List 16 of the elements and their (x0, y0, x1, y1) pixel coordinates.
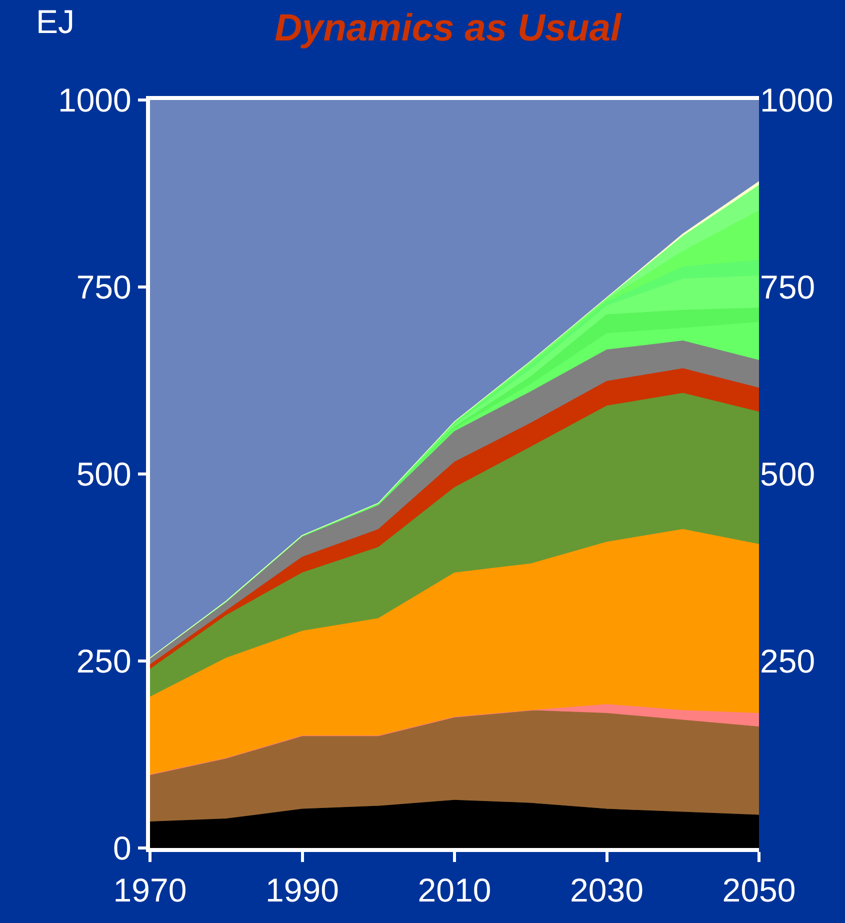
y-tick-label: 500 (76, 456, 132, 493)
x-tick-label: 2050 (722, 872, 796, 909)
y2-tick-label: 750 (760, 268, 816, 306)
y2-tick-label: 250 (760, 642, 816, 680)
x-tick-label: 1990 (266, 872, 339, 909)
y-tick-label: 750 (76, 268, 132, 306)
y-tick-label: 250 (76, 642, 132, 680)
x-tick-label: 2030 (570, 872, 644, 909)
y-tick-label: 0 (113, 830, 132, 867)
y2-tick-label: 500 (760, 456, 816, 493)
chart-title: Dynamics as Usual (274, 7, 622, 50)
y-axis-title: EJ (36, 3, 75, 40)
y2-tick-label: 1000 (760, 82, 834, 119)
x-tick-label: 1970 (113, 872, 187, 909)
y-tick-label: 1000 (58, 82, 132, 119)
x-tick-label: 2010 (418, 872, 492, 909)
